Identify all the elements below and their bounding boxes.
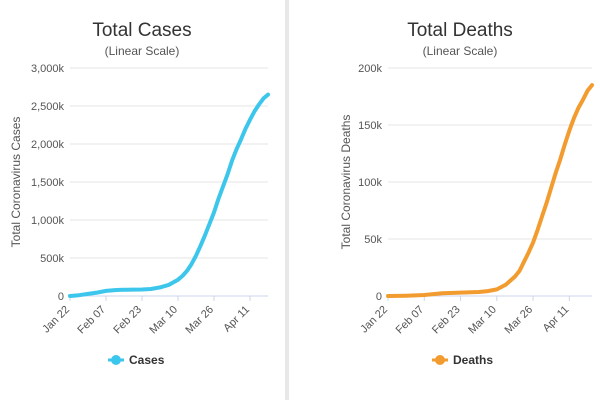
y-tick-label: 3,000k	[31, 63, 65, 75]
series-line-deaths[interactable]	[386, 83, 594, 298]
y-axis-label: Total Coronavirus Deaths	[339, 115, 353, 250]
legend-label: Cases	[129, 353, 165, 367]
legend[interactable]: Deaths	[432, 353, 493, 367]
total-deaths-panel: Total Deaths (Linear Scale) Total Corona…	[290, 0, 600, 400]
y-tick-label: 1,500k	[31, 177, 65, 189]
plot-area: 0 50k 100k 150k 200k Jan 22 Feb 07 Feb 23 Mar 10…	[358, 63, 594, 337]
legend-marker	[435, 355, 445, 365]
legend-marker	[111, 355, 121, 365]
y-tick-label: 100k	[358, 177, 382, 189]
y-tick-label: 50k	[364, 234, 382, 246]
x-tick-label: Mar 10	[466, 304, 499, 337]
x-tick-label: Mar 26	[183, 304, 216, 337]
x-tick-label: Apr 11	[541, 304, 572, 335]
y-axis-label: Total Coronavirus Cases	[9, 117, 23, 248]
legend-label: Deaths	[453, 353, 493, 367]
chart-title: Total Deaths	[407, 20, 513, 41]
plot-area: 0 500k 1,000k 1,500k 2,000k 2,500k 3,000k Jan 2…	[31, 63, 270, 337]
y-tick-label: 0	[58, 291, 64, 303]
y-tick-label: 500k	[40, 253, 64, 265]
x-tick-label: Feb 07	[394, 304, 427, 337]
total-deaths-chart: Total Deaths (Linear Scale) Total Corona…	[339, 20, 594, 367]
total-cases-panel: Total Cases (Linear Scale) Total Coronav…	[0, 0, 284, 400]
x-tick-label: Feb 23	[430, 304, 463, 337]
x-tick-label: Feb 23	[111, 304, 144, 337]
chart-subtitle: (Linear Scale)	[423, 44, 498, 58]
y-tick-label: 2,500k	[31, 101, 65, 113]
y-tick-label: 2,000k	[31, 139, 65, 151]
chart-subtitle: (Linear Scale)	[105, 44, 180, 58]
series-line-cases[interactable]	[68, 92, 270, 298]
x-tick-label: Jan 22	[40, 304, 72, 336]
total-cases-chart: Total Cases (Linear Scale) Total Coronav…	[9, 20, 270, 367]
y-tick-label: 1,000k	[31, 215, 65, 227]
x-tick-label: Feb 07	[75, 304, 108, 337]
x-tick-label: Mar 10	[147, 304, 180, 337]
y-tick-label: 150k	[358, 120, 382, 132]
y-tick-label: 0	[376, 291, 382, 303]
legend[interactable]: Cases	[108, 353, 165, 367]
x-tick-label: Apr 11	[221, 304, 252, 335]
x-tick-label: Jan 22	[358, 304, 390, 336]
chart-title: Total Cases	[92, 20, 191, 41]
x-tick-label: Mar 26	[502, 304, 535, 337]
panel-divider	[285, 0, 289, 400]
y-tick-label: 200k	[358, 63, 382, 75]
